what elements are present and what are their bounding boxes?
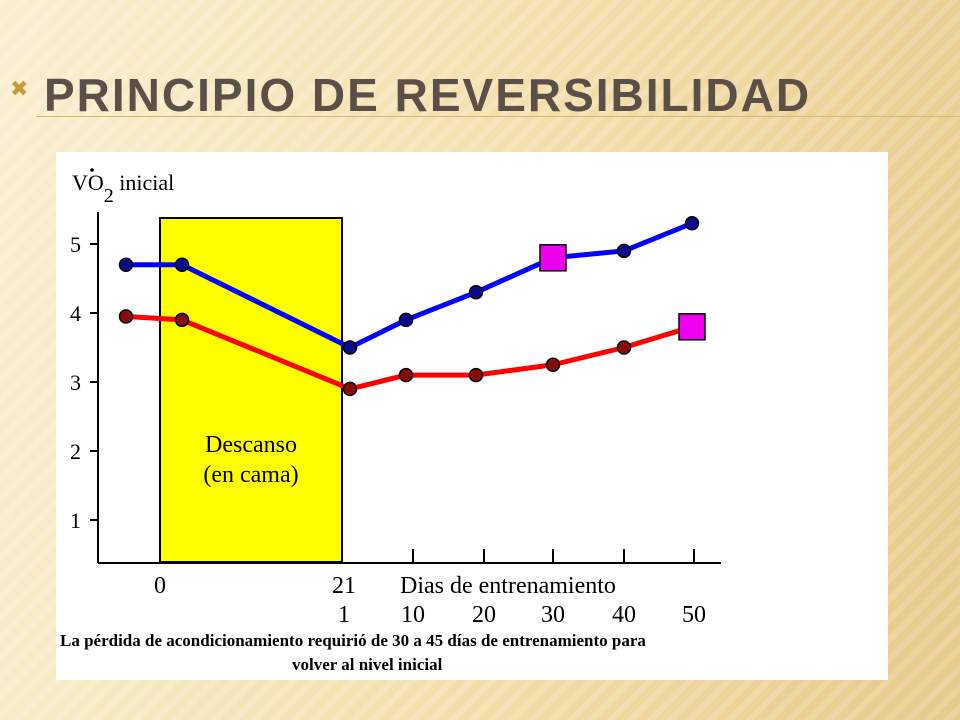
rest-period-box — [159, 217, 343, 563]
series-2-point — [616, 340, 632, 355]
series-line-2 — [125, 313, 693, 392]
x-bottom-tick-label: 10 — [401, 602, 425, 628]
caption-line1: La pérdida de acondicionamiento requirió… — [60, 631, 646, 650]
series-2-point — [342, 381, 358, 397]
highlight-square-marker — [678, 313, 706, 341]
x-bottom-tick-label: 20 — [472, 602, 496, 628]
series-1-point — [616, 243, 632, 259]
y-tick-label: 3 — [70, 370, 81, 395]
series-1-point — [174, 257, 190, 272]
highlight-square-marker — [539, 244, 567, 272]
vo2-dot-icon — [90, 168, 94, 172]
y-tick-label: 2 — [70, 439, 81, 464]
x-top-tick-label: 21 — [332, 573, 356, 599]
series-2-point — [545, 357, 561, 372]
series-1-point — [342, 340, 358, 355]
y-axis-label: VO2 inicial — [72, 170, 174, 207]
x-bottom-tick-label: 40 — [612, 602, 636, 628]
series-2-point — [174, 312, 190, 328]
series-1-point — [398, 312, 414, 328]
series-2-point — [118, 309, 134, 324]
series-2-point — [468, 367, 484, 383]
x-top-tick-label: 0 — [154, 573, 166, 599]
y-axis-label-rest: inicial — [114, 170, 174, 195]
x-axis-label: Dias de entrenamiento — [400, 573, 616, 599]
series-1-point — [468, 285, 484, 300]
series-2-point — [398, 367, 414, 383]
x-bottom-tick-label: 30 — [541, 602, 565, 628]
slide-title: PRINCIPIO DE REVERSIBILIDAD — [44, 69, 812, 121]
y-axis-label-sub: 2 — [104, 185, 114, 207]
caption-line2: volver al nivel inicial — [292, 655, 443, 674]
title-bullet-icon: ✖ — [10, 76, 29, 101]
y-axis-label-main: VO — [72, 170, 104, 195]
title-underline — [36, 116, 960, 117]
x-bottom-tick-label: 1 — [338, 602, 350, 628]
series-1-point — [118, 257, 134, 272]
series-1-point — [684, 216, 700, 231]
y-tick-label: 1 — [70, 508, 81, 533]
y-tick-label: 5 — [70, 232, 81, 257]
x-bottom-tick-label: 50 — [682, 602, 706, 628]
series-line-1 — [126, 220, 693, 350]
rest-label-line1: Descanso — [205, 432, 297, 458]
rest-label-line2: (en cama) — [203, 462, 298, 488]
y-tick-label: 4 — [70, 301, 81, 326]
